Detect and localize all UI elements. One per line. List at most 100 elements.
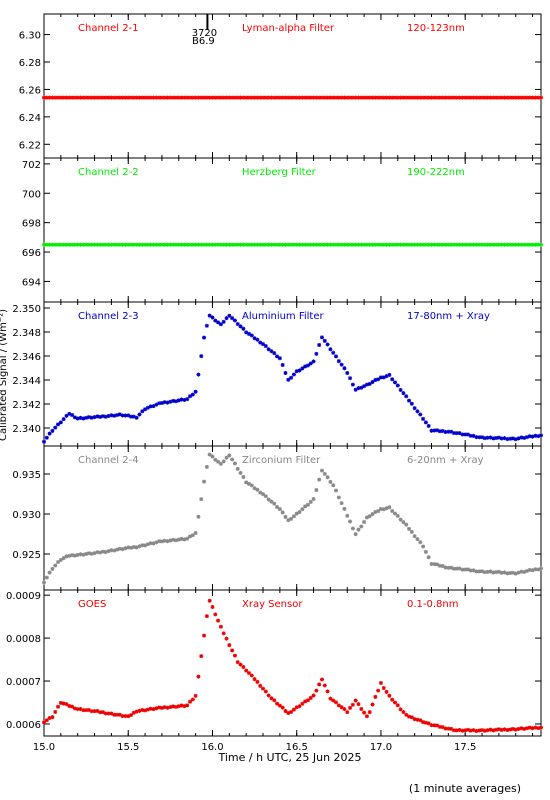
data-point (530, 434, 535, 439)
y-tick-label: 6.22 (19, 140, 41, 151)
data-point (117, 95, 122, 100)
data-point (72, 553, 77, 558)
data-point (494, 95, 499, 100)
data-point (115, 95, 120, 100)
data-point (359, 385, 364, 390)
data-point (516, 95, 521, 100)
data-point (109, 95, 114, 100)
data-point (165, 400, 170, 405)
data-point (199, 95, 204, 100)
data-point (159, 705, 164, 710)
data-point (334, 95, 339, 100)
data-point (530, 95, 535, 100)
data-point (308, 242, 313, 247)
data-point (95, 709, 100, 714)
panel-1: 6.22 6.24 6.26 6.28 6.30 Channel 2-1 Lyman-alp… (19, 13, 543, 159)
panel-band-label: 17-80nm + Xray (407, 311, 490, 322)
data-point (300, 95, 305, 100)
data-point (232, 318, 237, 323)
data-point (387, 95, 392, 100)
data-point (350, 702, 355, 707)
data-point (457, 95, 462, 100)
x-tick-label: 15.5 (117, 742, 139, 753)
y-tick-label: 0.0008 (6, 634, 41, 645)
data-point (367, 514, 372, 519)
data-point (232, 653, 237, 658)
panel-band-label: 120-123nm (407, 23, 465, 34)
data-point (516, 242, 521, 247)
data-point (134, 545, 139, 550)
data-point (398, 95, 403, 100)
data-point (404, 242, 409, 247)
data-point (218, 95, 223, 100)
data-point (238, 95, 243, 100)
data-point (426, 555, 431, 560)
data-point (95, 550, 100, 555)
data-point (131, 710, 136, 715)
data-point (494, 570, 499, 575)
data-point (471, 242, 476, 247)
data-point (409, 95, 414, 100)
data-point (404, 522, 409, 527)
data-point (510, 95, 515, 100)
data-point (151, 95, 156, 100)
data-point (289, 95, 294, 100)
data-point (269, 242, 274, 247)
data-point (322, 338, 327, 343)
x-tick-label: 15.0 (33, 742, 55, 753)
data-series (42, 452, 543, 585)
data-point (238, 470, 243, 475)
data-point (308, 695, 313, 700)
data-point (75, 707, 80, 712)
data-point (350, 382, 355, 387)
data-point (446, 242, 451, 247)
data-point (499, 95, 504, 100)
data-point (232, 461, 237, 466)
data-point (137, 95, 142, 100)
data-point (103, 95, 108, 100)
data-point (258, 683, 263, 688)
data-point (322, 242, 327, 247)
data-point (115, 712, 120, 717)
data-point (123, 242, 128, 247)
data-point (460, 728, 465, 733)
panel-channel-label: Channel 2-2 (78, 167, 139, 178)
data-point (106, 549, 111, 554)
data-point (173, 538, 178, 543)
data-point (235, 466, 240, 471)
panel-band-label: 0.1-0.8nm (407, 599, 459, 610)
data-point (230, 648, 235, 653)
data-point (148, 541, 153, 546)
data-point (176, 537, 181, 542)
data-point (145, 95, 150, 100)
data-point (176, 95, 181, 100)
data-point (384, 689, 389, 694)
data-point (364, 95, 369, 100)
data-point (463, 242, 468, 247)
data-point (322, 471, 327, 476)
data-point (317, 477, 322, 482)
data-point (89, 242, 94, 247)
data-point (291, 514, 296, 519)
data-point (53, 425, 58, 430)
data-point (168, 705, 173, 710)
data-point (370, 242, 375, 247)
data-point (162, 400, 167, 405)
data-point (140, 95, 145, 100)
data-point (216, 320, 221, 325)
data-point (258, 95, 263, 100)
data-point (350, 526, 355, 531)
data-point (367, 95, 372, 100)
data-point (398, 387, 403, 392)
data-point (89, 709, 94, 714)
data-point (75, 242, 80, 247)
panel-channel-label: Channel 2-3 (78, 311, 139, 322)
data-point (474, 729, 479, 734)
data-point (530, 242, 535, 247)
data-point (213, 95, 218, 100)
data-point (350, 242, 355, 247)
data-point (227, 643, 232, 648)
data-point (286, 377, 291, 382)
data-point (328, 347, 333, 352)
data-point (463, 95, 468, 100)
